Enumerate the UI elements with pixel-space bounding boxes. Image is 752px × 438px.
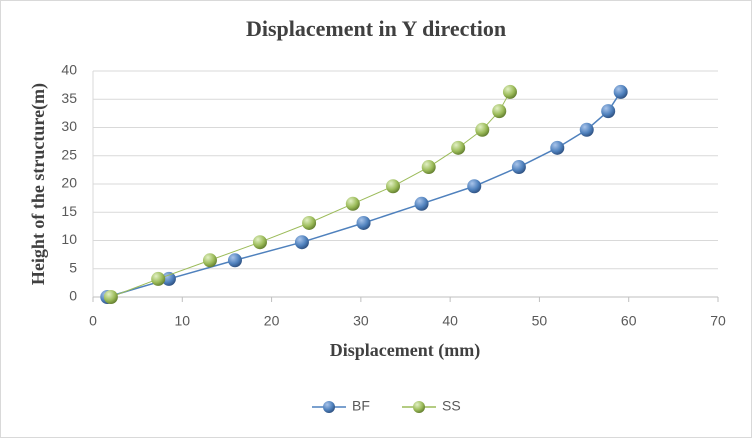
data-point bbox=[252, 235, 267, 250]
y-tick-label: 35 bbox=[61, 90, 77, 106]
data-point bbox=[103, 290, 118, 304]
data-point bbox=[550, 140, 565, 155]
legend-label: BF bbox=[352, 398, 370, 414]
y-tick-label: 20 bbox=[61, 175, 77, 191]
x-tick-label: 0 bbox=[89, 313, 97, 329]
data-point bbox=[451, 140, 466, 155]
y-axis-title: Height of the structure(m) bbox=[28, 83, 49, 285]
x-tick-label: 70 bbox=[710, 313, 726, 329]
data-point bbox=[202, 253, 217, 268]
data-point bbox=[345, 196, 360, 211]
x-tick-label: 50 bbox=[532, 313, 548, 329]
data-point bbox=[613, 84, 628, 99]
x-tick-label: 60 bbox=[621, 313, 637, 329]
chart-title: Displacement in Y direction bbox=[246, 16, 506, 41]
data-point bbox=[302, 215, 317, 230]
data-point bbox=[475, 122, 490, 137]
y-tick-label: 30 bbox=[61, 118, 77, 134]
data-point bbox=[421, 160, 436, 175]
data-point bbox=[579, 122, 594, 137]
y-tick-label: 40 bbox=[61, 62, 77, 78]
data-point bbox=[161, 271, 176, 286]
y-tick-label: 10 bbox=[61, 231, 77, 247]
data-point bbox=[601, 104, 616, 119]
data-point bbox=[414, 196, 429, 211]
y-tick-label: 0 bbox=[69, 288, 77, 304]
data-point bbox=[511, 160, 526, 175]
data-point bbox=[151, 271, 166, 286]
data-point bbox=[467, 179, 482, 194]
x-tick-label: 30 bbox=[353, 313, 369, 329]
data-point bbox=[356, 215, 371, 230]
x-axis-title: Displacement (mm) bbox=[330, 340, 480, 361]
legend-marker bbox=[323, 401, 335, 413]
data-point bbox=[492, 104, 507, 119]
x-tick-label: 10 bbox=[174, 313, 190, 329]
data-point bbox=[227, 253, 242, 268]
y-tick-label: 5 bbox=[69, 259, 77, 275]
legend-marker bbox=[413, 401, 425, 413]
data-point bbox=[294, 235, 309, 250]
y-tick-label: 15 bbox=[61, 203, 77, 219]
y-tick-label: 25 bbox=[61, 146, 77, 162]
x-tick-label: 20 bbox=[264, 313, 280, 329]
data-point bbox=[386, 179, 400, 194]
x-tick-label: 40 bbox=[442, 313, 458, 329]
data-point bbox=[502, 84, 517, 99]
legend-label: SS bbox=[442, 398, 461, 414]
